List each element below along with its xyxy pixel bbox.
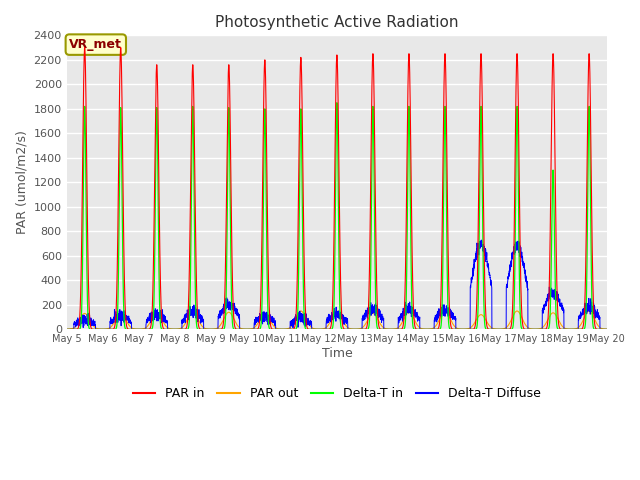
X-axis label: Time: Time bbox=[321, 347, 352, 360]
Legend: PAR in, PAR out, Delta-T in, Delta-T Diffuse: PAR in, PAR out, Delta-T in, Delta-T Dif… bbox=[128, 383, 546, 406]
Title: Photosynthetic Active Radiation: Photosynthetic Active Radiation bbox=[215, 15, 459, 30]
Y-axis label: PAR (umol/m2/s): PAR (umol/m2/s) bbox=[15, 131, 28, 234]
Text: VR_met: VR_met bbox=[69, 38, 122, 51]
